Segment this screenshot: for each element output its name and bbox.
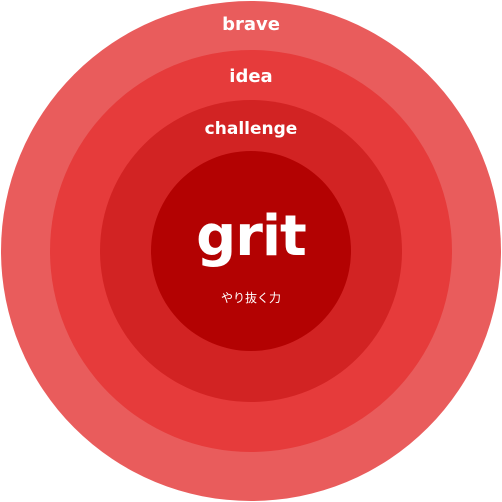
ring-grit-core [151,151,351,351]
core-sublabel: やり抜く力 [220,291,281,305]
ring-label-brave: brave [222,14,280,35]
ring-label-challenge: challenge [204,119,298,139]
core-label-grit: grit [196,204,307,269]
ring-label-idea: idea [229,66,273,87]
